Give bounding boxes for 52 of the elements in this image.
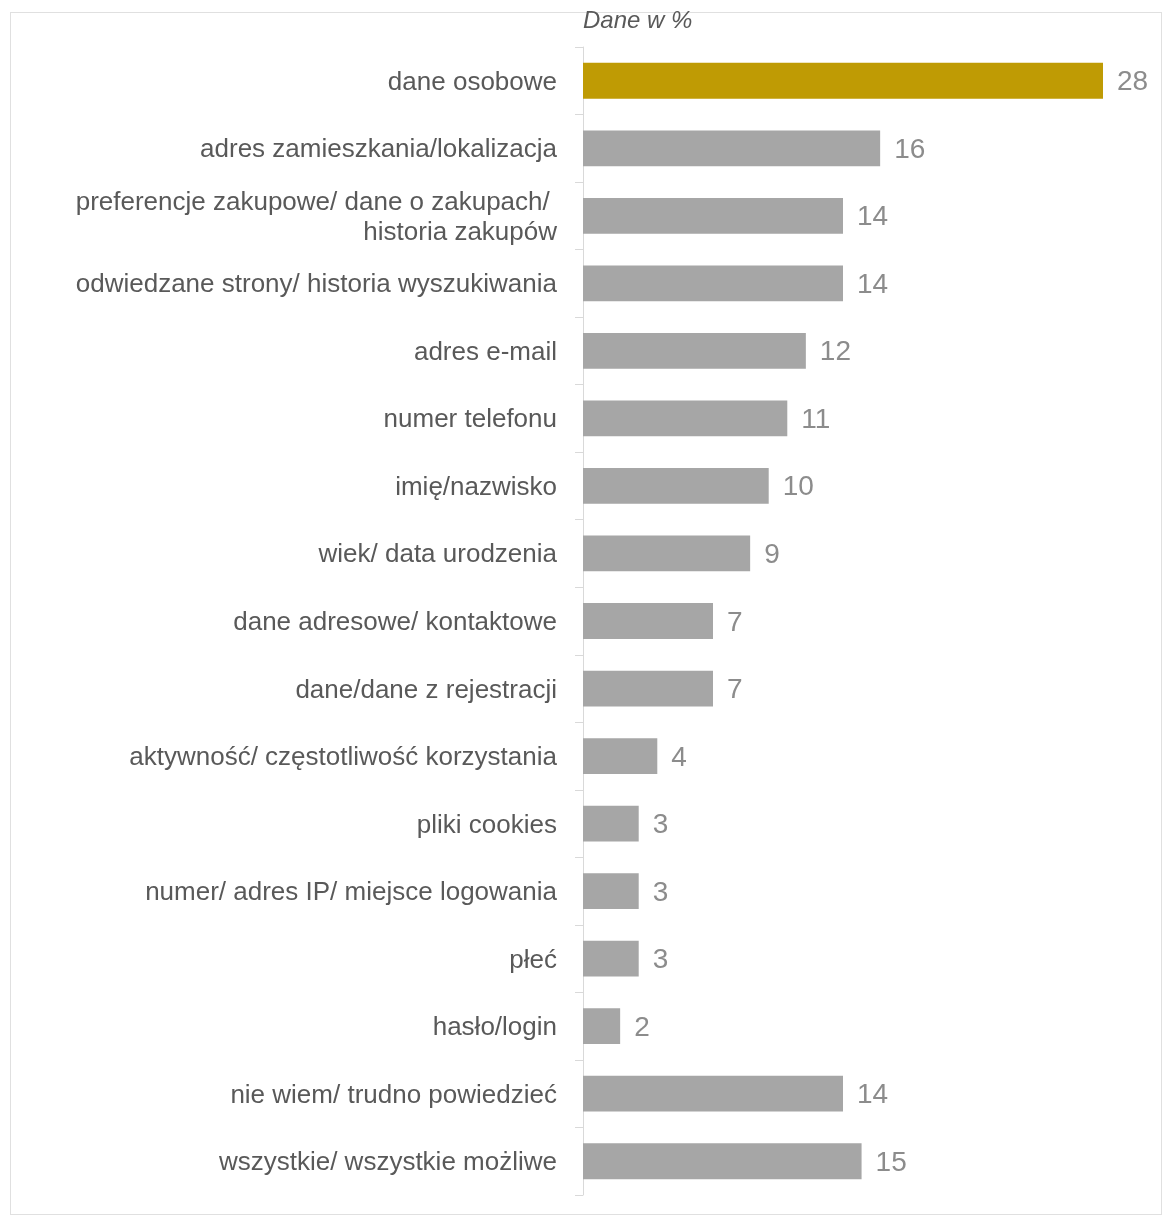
- bar: [583, 670, 713, 707]
- bar: [583, 535, 751, 572]
- bar: [583, 805, 639, 842]
- y-tick-label: nie wiem/ trudno powiedzieć: [230, 1078, 557, 1109]
- data-label: 2: [634, 1010, 650, 1042]
- bar: [583, 400, 788, 437]
- y-tick-label: płeć: [509, 943, 557, 974]
- data-label: 3: [652, 943, 669, 975]
- bar: [583, 130, 881, 167]
- data-label: 12: [819, 335, 852, 367]
- bar: [583, 1143, 862, 1180]
- bar: [583, 332, 806, 369]
- data-label: 4: [671, 740, 687, 772]
- bar: [583, 738, 658, 774]
- data-label: 14: [857, 1078, 889, 1110]
- bar: [583, 873, 639, 910]
- y-tick-label: wiek/ data urodzenia: [317, 538, 558, 569]
- bar: [583, 265, 843, 302]
- data-label: 15: [875, 1145, 907, 1177]
- y-tick-label: numer/ adres IP/ miejsce logowania: [145, 876, 558, 907]
- data-label: 9: [764, 537, 780, 569]
- y-tick-label: dane osobowe: [387, 65, 557, 96]
- chart-subtitle: Dane w %: [583, 5, 693, 33]
- y-tick-label: preferencje zakupowe/ dane o zakupach/ historia zakupów: [75, 185, 558, 246]
- y-tick-label: adres zamieszkania/lokalizacja: [200, 133, 558, 164]
- data-label: 16: [894, 132, 926, 164]
- y-tick-label: imię/nazwisko: [395, 470, 557, 501]
- bar: [583, 603, 713, 639]
- bar: [583, 62, 1103, 99]
- bar: [583, 197, 843, 234]
- bar: [583, 1008, 621, 1045]
- y-tick-label: wszystkie/ wszystkie możliwe: [217, 1146, 557, 1177]
- y-tick-label: pliki cookies: [416, 808, 557, 839]
- y-tick-label: dane/dane z rejestracji: [295, 673, 557, 704]
- data-label: 3: [652, 875, 669, 907]
- data-label: 14: [857, 200, 889, 232]
- data-label: 14: [857, 267, 889, 299]
- y-tick-label: numer telefonu: [383, 403, 557, 434]
- y-tick-label: odwiedzane strony/ historia wyszukiwania: [75, 268, 558, 299]
- y-tick-label: hasło/login: [432, 1011, 557, 1042]
- y-tick-label: dane adresowe/ kontaktowe: [233, 606, 557, 636]
- bar: [583, 940, 639, 977]
- data-label: 7: [727, 605, 743, 637]
- data-label: 3: [652, 808, 669, 840]
- data-label: 7: [727, 673, 743, 705]
- bar: [583, 1075, 843, 1112]
- data-label: 11: [801, 402, 831, 434]
- y-tick-label: adres e-mail: [413, 335, 557, 366]
- y-tick-label: aktywność/ częstotliwość korzystania: [129, 741, 558, 772]
- data-label: 28: [1117, 65, 1149, 97]
- bar: [583, 468, 769, 504]
- data-label: 10: [782, 470, 814, 502]
